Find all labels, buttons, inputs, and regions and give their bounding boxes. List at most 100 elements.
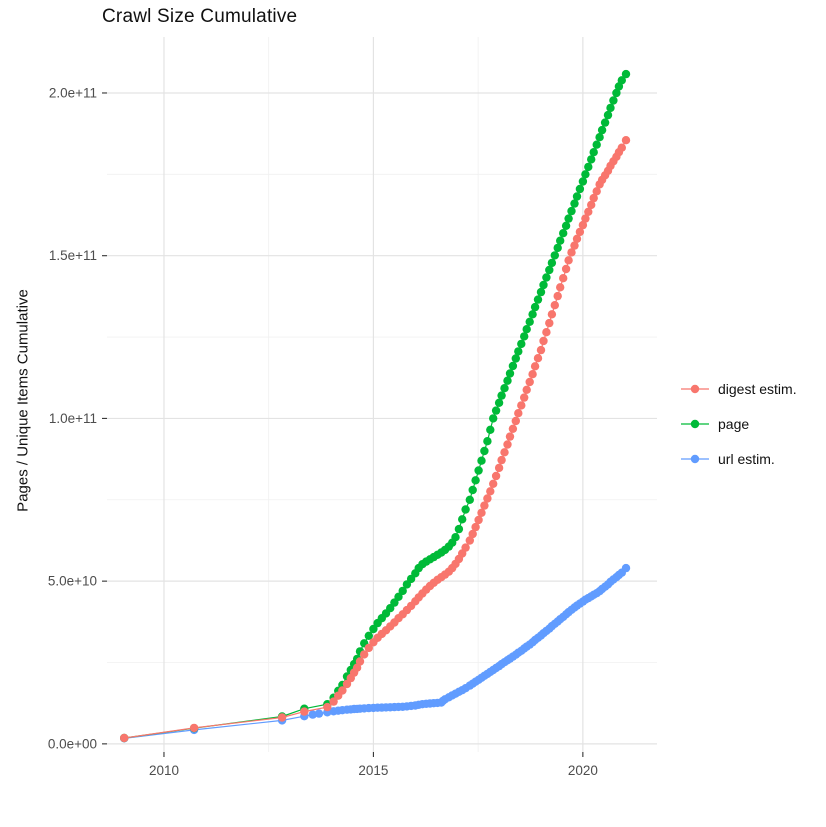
series-point-digest-estim-: [561, 264, 571, 274]
legend-key-digest-estim-icon: [681, 384, 709, 394]
series-point-digest-estim-: [355, 657, 365, 666]
series-point-page: [587, 155, 596, 164]
series-point-digest-estim-: [592, 187, 601, 196]
series-point-page: [517, 339, 526, 349]
series-point-digest-estim-: [360, 650, 369, 659]
series-point-digest-estim-: [120, 733, 129, 743]
series-point-page: [581, 170, 590, 179]
series-point-page: [542, 273, 551, 282]
series-point-digest-estim-: [572, 234, 582, 243]
series-point-digest-estim-: [570, 241, 579, 250]
series-point-page: [603, 110, 613, 120]
series-point-page: [572, 192, 582, 201]
series-point-digest-estim-: [323, 702, 332, 712]
series-point-digest-estim-: [584, 207, 593, 216]
series-point-digest-estim-: [486, 487, 495, 496]
series-point-page: [528, 310, 537, 319]
series-point-digest-estim-: [536, 345, 546, 355]
series-point-digest-estim-: [547, 310, 557, 319]
series-point-digest-estim-: [621, 136, 631, 145]
series-point-digest-estim-: [525, 377, 534, 387]
series-point-page: [483, 437, 492, 446]
series-point-digest-estim-: [503, 440, 512, 449]
series-line-digest-estim-: [124, 139, 627, 739]
series-point-digest-estim-: [338, 686, 347, 695]
series-point-page: [578, 177, 588, 186]
legend-item-page: page: [680, 413, 797, 435]
series-point-page: [474, 466, 483, 475]
series-point-page: [471, 476, 480, 485]
legend-key-page-icon: [681, 419, 709, 429]
series-point-page: [390, 598, 399, 607]
series-point-digest-estim-: [508, 424, 518, 433]
series-point-page: [547, 258, 557, 268]
series-point-digest-estim-: [528, 370, 537, 379]
x-tick-label: 2015: [358, 763, 388, 778]
series-point-page: [364, 631, 373, 640]
series-point-page: [617, 76, 626, 85]
legend: digest estim. page url estim.: [680, 378, 797, 470]
series-point-url-estim-: [308, 710, 317, 719]
legend-label-page: page: [718, 416, 750, 432]
series-point-digest-estim-: [587, 200, 596, 210]
series-point-page: [369, 624, 378, 634]
series-point-digest-estim-: [461, 543, 470, 552]
series-point-page: [503, 376, 512, 385]
series-point-page: [592, 140, 601, 149]
series-point-page: [454, 524, 464, 534]
series-point-digest-estim-: [556, 283, 565, 292]
series-point-digest-estim-: [474, 515, 483, 525]
series-point-page: [480, 446, 489, 456]
series-point-page: [536, 287, 546, 297]
series-point-digest-estim-: [530, 362, 540, 371]
series-point-digest-estim-: [539, 336, 548, 346]
series-point-page: [612, 88, 621, 98]
series-point-digest-estim-: [300, 707, 309, 716]
series-point-digest-estim-: [480, 501, 489, 510]
legend-item-url-estim: url estim.: [680, 448, 797, 470]
series-point-page: [597, 125, 607, 135]
series-point-digest-estim-: [617, 143, 626, 152]
series-point-page: [489, 414, 498, 423]
series-point-digest-estim-: [329, 697, 338, 706]
series-point-digest-estim-: [500, 448, 509, 457]
legend-label-url-estim: url estim.: [718, 451, 775, 467]
series-point-page: [465, 495, 474, 504]
series-point-page: [595, 133, 604, 142]
series-point-digest-estim-: [483, 494, 492, 503]
series-point-page: [600, 118, 610, 127]
series-point-page: [477, 456, 486, 465]
series-point-page: [567, 206, 576, 216]
series-point-digest-estim-: [533, 354, 543, 363]
series-point-digest-estim-: [564, 256, 573, 265]
series-point-digest-estim-: [511, 416, 520, 426]
series-point-page: [533, 295, 543, 304]
series-point-digest-estim-: [581, 214, 590, 223]
series-point-page: [564, 214, 573, 223]
series-point-digest-estim-: [559, 274, 568, 283]
series-point-page: [511, 354, 520, 363]
series-point-digest-estim-: [364, 643, 373, 653]
series-point-page: [589, 148, 598, 157]
y-tick-label: 5.0e+10: [48, 574, 97, 589]
series-point-page: [575, 184, 585, 194]
series-point-digest-estim-: [517, 401, 526, 410]
series-point-page: [505, 369, 515, 378]
series-point-page: [497, 391, 506, 400]
series-point-digest-estim-: [542, 328, 551, 337]
series-point-digest-estim-: [465, 536, 474, 545]
series-point-page: [525, 317, 534, 326]
series-point-url-estim-: [621, 563, 631, 573]
legend-label-digest-estim: digest estim.: [718, 381, 797, 397]
series-point-digest-estim-: [578, 220, 588, 230]
series-point-page: [530, 302, 540, 312]
series-point-page: [500, 384, 509, 393]
series-point-page: [451, 533, 460, 542]
series-point-page: [398, 586, 407, 596]
series-point-digest-estim-: [471, 522, 480, 532]
x-tick-label: 2010: [149, 763, 179, 778]
y-tick-label: 1.5e+11: [49, 248, 97, 263]
series-point-page: [508, 361, 518, 371]
series-point-page: [570, 199, 579, 208]
